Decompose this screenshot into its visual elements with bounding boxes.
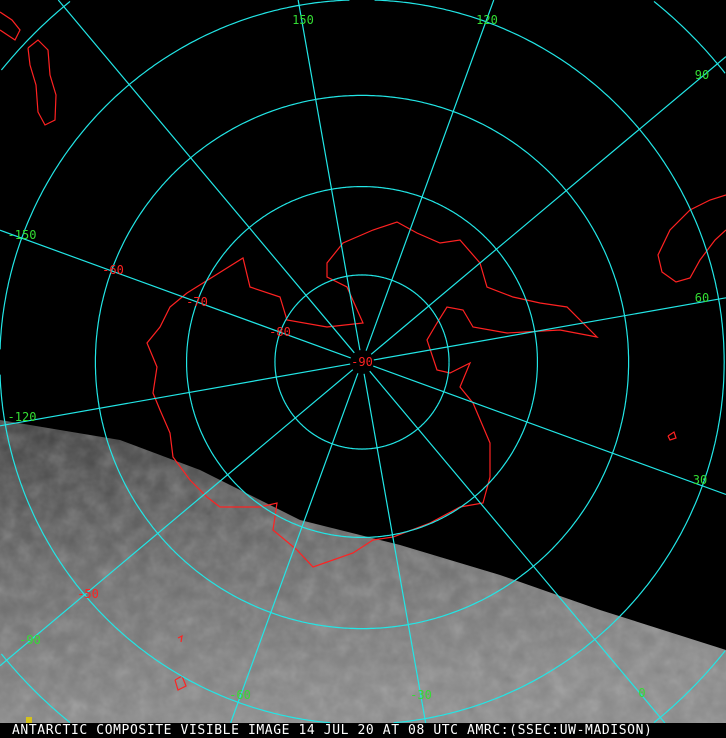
- meridian-line: [373, 365, 726, 496]
- latitude-label: -80: [269, 325, 291, 339]
- longitude-label: -150: [8, 228, 37, 242]
- latitude-circle: [0, 653, 71, 723]
- latitude-label: -60: [102, 263, 124, 277]
- meridian-line: [0, 229, 351, 359]
- latitude-label: -50: [77, 587, 99, 601]
- meridian-line: [363, 373, 427, 723]
- longitude-label: 60: [695, 291, 709, 305]
- latitude-circle: [274, 274, 450, 450]
- latitude-circle: [653, 650, 726, 723]
- image-caption: ANTARCTIC COMPOSITE VISIBLE IMAGE 14 JUL…: [0, 723, 726, 738]
- cursor-marker: [26, 717, 32, 723]
- longitude-label: 120: [476, 13, 498, 27]
- antarctica-coastline: [146, 221, 599, 568]
- latitude-circle: [186, 186, 539, 539]
- latitude-circle: [94, 94, 630, 630]
- longitude-label: -30: [410, 688, 432, 702]
- meridian-line: [230, 373, 359, 723]
- meridian-line: [0, 363, 351, 427]
- longitude-label: 150: [292, 13, 314, 27]
- latitude-circle: [0, 0, 71, 71]
- antarctic-composite-map: 150 120 90 60 30 0 -30 -60 -90 -120 -150 -90 -80 -70 -…: [0, 0, 726, 723]
- new-zealand-north-coastline: [0, 11, 21, 41]
- island-coastline: [174, 675, 187, 691]
- new-zealand-coastline: [27, 39, 57, 126]
- meridian-line: [0, 369, 354, 667]
- latitude-circle: [374, 0, 725, 723]
- latitude-circle: [653, 0, 726, 74]
- island-coastline: [177, 634, 183, 643]
- latitude-label: -90: [351, 355, 373, 369]
- meridian-line: [365, 0, 495, 351]
- latitude-circle: [0, 374, 331, 723]
- latitude-circle: [0, 0, 350, 350]
- coastlines: [0, 11, 726, 691]
- meridian-line: [369, 370, 666, 723]
- island-coastline: [667, 431, 677, 441]
- graticule: [0, 0, 726, 723]
- cloud-imagery: [0, 420, 726, 723]
- longitude-label: 0: [638, 686, 645, 700]
- meridian-line: [370, 56, 726, 355]
- longitude-label: 30: [693, 473, 707, 487]
- longitude-label: 90: [695, 68, 709, 82]
- meridian-line: [57, 0, 355, 354]
- meridian-line: [373, 297, 726, 361]
- longitude-label: -90: [19, 633, 41, 647]
- longitude-label: -60: [229, 688, 251, 702]
- latitude-label: -70: [186, 295, 208, 309]
- south-america-coastline: [657, 194, 726, 283]
- longitude-label: -120: [8, 410, 37, 424]
- graticule-labels: 150 120 90 60 30 0 -30 -60 -90 -120 -150 -90 -80 -70 -…: [8, 13, 710, 702]
- meridian-line: [297, 0, 361, 351]
